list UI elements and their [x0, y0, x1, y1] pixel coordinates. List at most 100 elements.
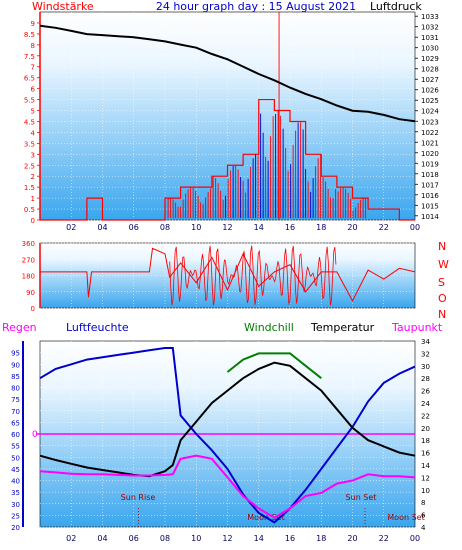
pressure-tick-label: 1022 [421, 129, 439, 137]
x-tick-label-bottom: 14 [254, 534, 264, 543]
pressure-tick-label: 1029 [421, 55, 439, 63]
humidity-tick-label: 45 [11, 466, 20, 474]
pressure-tick-label: 1020 [421, 150, 439, 158]
pressure-tick-label: 1030 [421, 45, 439, 53]
wind-tick-label: 7 [31, 64, 35, 72]
pressure-tick-label: 1028 [421, 66, 439, 74]
x-tick-label-top: 08 [160, 223, 170, 232]
x-tick-label-top: 14 [254, 223, 264, 232]
wind-tick-label: 2.5 [24, 162, 35, 170]
temperature-tick-label: 32 [421, 350, 430, 358]
x-tick-label-bottom: 06 [129, 534, 139, 543]
wind-tick-label: 4.5 [24, 118, 35, 126]
temperature-tick-label: 10 [421, 487, 430, 495]
humidity-line [39, 347, 416, 524]
compass-n-bottom: N [438, 308, 446, 321]
direction-tick-label: 180 [22, 273, 35, 281]
wind-tick-label: 2 [31, 173, 35, 181]
rain-zero-label: 0 [32, 430, 38, 440]
compass-s: S [438, 276, 445, 289]
wind-direction-noise [169, 245, 337, 306]
x-tick-label-top: 10 [191, 223, 201, 232]
pressure-line [39, 24, 416, 123]
wind-tick-label: 5 [31, 108, 35, 116]
temperature-tick-label: 20 [421, 425, 430, 433]
humidity-tick-label: 95 [11, 350, 20, 358]
wind-direction-line [40, 247, 416, 302]
humidity-tick-label: 65 [11, 419, 20, 427]
humidity-tick-label: 75 [11, 396, 20, 404]
humidity-tick-label: 30 [11, 501, 20, 509]
direction-tick-label: 0 [31, 305, 35, 313]
x-tick-label-bottom: 00 [410, 534, 420, 543]
x-tick-label-bottom: 04 [97, 534, 107, 543]
wind-tick-label: 1.5 [24, 184, 35, 192]
pressure-tick-label: 1019 [421, 160, 439, 168]
x-tick-label-top: 18 [316, 223, 326, 232]
humidity-tick-label: 40 [11, 478, 20, 486]
dewpoint-legend: Taupunkt [391, 321, 443, 334]
wind-tick-label: 8 [31, 42, 35, 50]
wind-tick-label: 3.5 [24, 140, 35, 148]
wind-tick-label: 8.5 [24, 31, 35, 39]
wind-tick-label: 9 [31, 20, 35, 28]
compass-n-top: N [438, 240, 446, 253]
temperature-tick-label: 6 [421, 512, 426, 520]
temperature-tick-label: 14 [421, 462, 430, 470]
x-tick-label-bottom: 18 [316, 534, 326, 543]
sun-rise-label: Sun Rise [121, 493, 156, 502]
pressure-tick-label: 1024 [421, 108, 439, 116]
wind-tick-label: 6 [31, 86, 36, 94]
chart-title: 24 hour graph day : 15 August 2021 [156, 0, 356, 13]
temperature-line [39, 361, 416, 478]
sun-set-label: Sun Set [346, 493, 377, 502]
wind-tick-label: 0 [31, 217, 35, 225]
humidity-tick-label: 50 [11, 454, 20, 462]
pressure-tick-label: 1025 [421, 97, 439, 105]
temperature-tick-label: 24 [421, 400, 430, 408]
x-tick-label-top: 16 [285, 223, 295, 232]
x-tick-label-top: 22 [379, 223, 389, 232]
x-tick-label-top: 12 [222, 223, 232, 232]
compass-w: W [438, 258, 449, 271]
wind-tick-label: 6.5 [24, 75, 35, 83]
x-tick-label-top: 00 [410, 223, 420, 232]
top-plot-area [39, 11, 416, 221]
pressure-tick-label: 1017 [421, 181, 439, 189]
pressure-tick-label: 1032 [421, 24, 439, 32]
pressure-tick-label: 1018 [421, 171, 439, 179]
pressure-tick-label: 1033 [421, 13, 439, 21]
dewpoint-line [39, 454, 416, 519]
wind-tick-label: 7.5 [24, 53, 35, 61]
x-tick-label-bottom: 16 [285, 534, 295, 543]
pressure-tick-label: 1015 [421, 202, 439, 210]
temperature-legend: Temperatur [310, 321, 375, 334]
temperature-tick-label: 12 [421, 474, 430, 482]
x-tick-label-bottom: 02 [66, 534, 76, 543]
temperature-tick-label: 22 [421, 412, 430, 420]
x-tick-label-bottom: 12 [222, 534, 232, 543]
humidity-tick-label: 25 [11, 512, 20, 520]
moon-set-label-2: Moon Set [387, 513, 424, 522]
temperature-tick-label: 16 [421, 450, 430, 458]
x-tick-label-top: 20 [347, 223, 357, 232]
windchill-legend: Windchill [244, 321, 294, 334]
humidity-legend: Luftfeuchte [66, 321, 129, 334]
x-tick-label-bottom: 22 [379, 534, 389, 543]
humidity-tick-label: 70 [11, 408, 20, 416]
pressure-tick-label: 1021 [421, 139, 439, 147]
direction-tick-label: 90 [26, 289, 35, 297]
pressure-tick-label: 1026 [421, 87, 439, 95]
wind-tick-label: 0.5 [24, 206, 35, 214]
humidity-tick-label: 55 [11, 443, 20, 451]
humidity-tick-label: 90 [11, 361, 20, 369]
pressure-tick-label: 1016 [421, 192, 439, 200]
rain-axis-title: Regen [2, 321, 37, 334]
windchill-line [226, 352, 322, 379]
x-tick-label-top: 02 [66, 223, 76, 232]
wind-axis-title: Windstärke [32, 0, 94, 13]
humidity-tick-label: 80 [11, 385, 20, 393]
pressure-tick-label: 1031 [421, 34, 439, 42]
direction-tick-label: 270 [22, 256, 35, 264]
